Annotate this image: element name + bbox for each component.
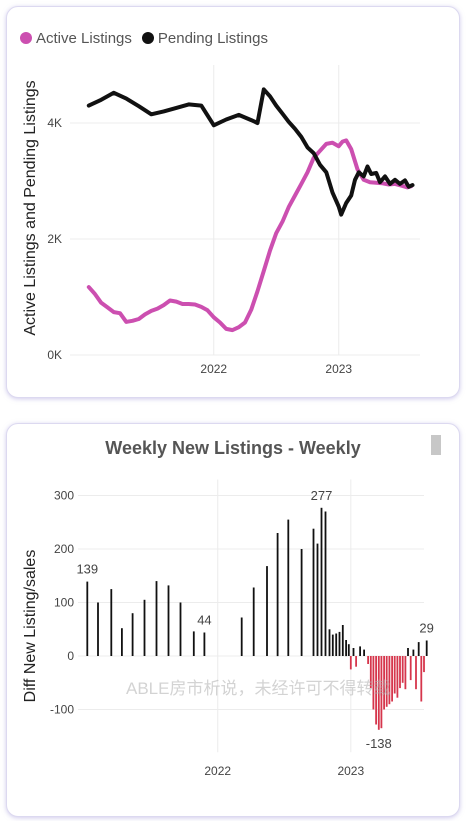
bar-chart-data-label: 44 xyxy=(197,612,211,627)
bar-chart-y-tick-label: 300 xyxy=(54,489,74,503)
bar-chart-y-tick-label: 100 xyxy=(54,596,74,610)
bar-chart-bar xyxy=(331,634,334,656)
bar-chart-bar xyxy=(192,631,195,656)
bar-chart-bar xyxy=(155,581,158,656)
bar-chart-bar xyxy=(121,628,123,656)
bar-chart-plot: -100 0 100 200 300 2022 2023 139 44 277 -138 29 xyxy=(50,479,434,778)
watermark-text: ABLE房市析说，未经许可不得转载 xyxy=(126,679,391,698)
bar-chart-bar xyxy=(240,617,243,656)
bar-chart-bar xyxy=(372,656,375,710)
bar-chart-bar xyxy=(352,648,355,656)
bar-chart-bar xyxy=(312,528,315,656)
bar-chart-bar xyxy=(375,656,377,725)
bar-chart-scrollbar[interactable] xyxy=(431,435,441,455)
bar-chart-bar xyxy=(97,602,99,656)
line-chart-x-tick-label: 2022 xyxy=(200,362,227,376)
bar-chart-bar xyxy=(355,656,357,667)
bar-chart-bar xyxy=(345,640,347,657)
bar-chart-bar xyxy=(393,656,396,694)
bar-chart-bar xyxy=(266,566,268,656)
bar-chart-bar xyxy=(341,625,344,656)
legend-dot-active-icon xyxy=(20,32,32,44)
line-chart-legend[interactable]: Active Listings Pending Listings xyxy=(20,28,278,48)
bar-chart-bar xyxy=(367,656,369,664)
bar-chart-title: Weekly New Listings - Weekly xyxy=(105,438,361,458)
bar-chart-bar xyxy=(388,656,391,705)
bar-chart-bar xyxy=(143,599,146,656)
bar-chart-bar xyxy=(412,649,415,656)
bar-chart-bar xyxy=(338,631,341,656)
line-chart-plot: 0K 2K 4K 2022 2023 xyxy=(47,65,420,376)
bar-chart-bar xyxy=(385,656,388,707)
bar-chart-bar xyxy=(179,602,182,656)
line-chart-y-tick-label: 0K xyxy=(47,348,62,362)
line-series-pending-listings xyxy=(86,87,415,217)
bar-chart-bar xyxy=(347,644,350,656)
bar-chart-data-label: 139 xyxy=(76,562,98,577)
line-chart-y-tick-label: 4K xyxy=(47,116,62,130)
bar-chart-bar xyxy=(401,656,404,683)
bar-chart-bar xyxy=(300,549,303,656)
bar-chart-bar xyxy=(316,543,319,656)
legend-item-pending[interactable]: Pending Listings xyxy=(141,29,268,47)
bar-chart-bar xyxy=(86,581,89,656)
bar-chart-x-tick-label: 2023 xyxy=(337,764,364,778)
bar-chart-data-label: 277 xyxy=(311,488,333,503)
weekly-listings-bar-chart-card xyxy=(6,423,460,817)
bar-chart-bar xyxy=(369,656,372,689)
bar-chart-bar xyxy=(131,613,134,656)
legend-dot-pending-icon xyxy=(141,32,154,44)
bar-chart-bar xyxy=(417,642,420,656)
legend-label-pending: Pending Listings xyxy=(157,29,268,47)
bar-chart-bar xyxy=(359,646,361,656)
bar-chart-bar xyxy=(363,649,365,656)
bar-chart-bar xyxy=(425,640,428,656)
bar-chart-bar xyxy=(407,648,409,656)
bar-chart-bar xyxy=(380,656,383,729)
listings-line-chart-card xyxy=(6,6,460,398)
bar-chart-bar xyxy=(320,507,323,656)
bar-chart-bar xyxy=(349,656,352,670)
bar-chart-y-tick-label: 0 xyxy=(67,649,74,663)
bar-chart-bar xyxy=(377,656,380,730)
bar-chart-bar xyxy=(391,656,393,702)
line-series-active-listings xyxy=(86,138,414,333)
bar-chart-bar xyxy=(335,633,338,656)
bar-chart-bar xyxy=(110,589,113,656)
bar-chart-bar xyxy=(396,656,399,698)
bar-chart-bar xyxy=(276,533,279,657)
bar-chart-x-tick-label: 2022 xyxy=(204,764,231,778)
bar-chart-bar xyxy=(420,656,423,702)
bar-chart-bar xyxy=(324,511,327,656)
bar-chart-bar xyxy=(167,585,170,656)
line-chart-x-tick-label: 2023 xyxy=(325,362,352,376)
bar-chart-bar xyxy=(287,519,290,656)
line-chart-y-tick-label: 2K xyxy=(47,232,62,246)
bar-chart-bar xyxy=(328,629,331,657)
bar-chart-bar xyxy=(404,656,407,690)
bar-chart-y-tick-label: -100 xyxy=(50,703,74,717)
bar-chart-bar xyxy=(423,656,425,673)
bar-chart-bar xyxy=(252,587,255,656)
bar-chart-bar xyxy=(383,656,385,710)
bar-chart-y-tick-label: 200 xyxy=(54,542,74,556)
legend-item-active[interactable]: Active Listings xyxy=(20,30,132,47)
bar-chart-data-label: 29 xyxy=(419,620,433,635)
bar-chart-bar xyxy=(409,656,412,681)
bar-chart-data-label: -138 xyxy=(366,736,392,751)
bar-chart-bar xyxy=(415,656,417,690)
bar-chart-bar xyxy=(203,632,206,656)
bar-chart-bar xyxy=(399,656,401,689)
legend-label-active: Active Listings xyxy=(36,29,132,47)
